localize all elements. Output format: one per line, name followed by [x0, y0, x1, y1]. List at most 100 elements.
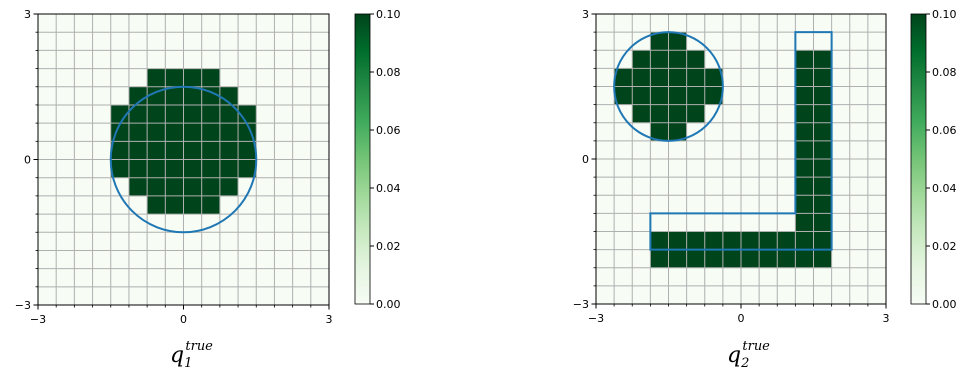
heatmap-cell-15 — [201, 104, 221, 124]
heatmap-cell-53 — [813, 231, 832, 250]
heatmap-cell-8 — [650, 68, 669, 87]
x-tick-label-2: 3 — [326, 313, 333, 326]
y-tick-label-2: 3 — [582, 8, 589, 21]
heatmap-cell-36 — [147, 159, 166, 178]
heatmap-cell-31 — [813, 104, 832, 124]
colorbar-tick-label-5: 0.10 — [376, 8, 401, 21]
heatmap-cell-5 — [147, 86, 166, 106]
heatmap-cell-54 — [650, 249, 669, 269]
heatmap-cell-17 — [238, 104, 257, 124]
heatmap-cell-47 — [219, 177, 239, 197]
heatmap-cell-10 — [110, 104, 130, 124]
heatmap-cell-34 — [795, 140, 814, 160]
heatmap-cell-45 — [668, 231, 687, 250]
heatmap-cell-10 — [686, 68, 706, 87]
heatmap-cell-6 — [614, 68, 633, 87]
heatmap-cell-2 — [632, 50, 651, 69]
heatmap-cell-18 — [110, 123, 130, 142]
heatmap-cell-29 — [165, 141, 184, 160]
heatmap-cell-13 — [632, 86, 651, 105]
heatmap-cell-28 — [147, 141, 166, 160]
heatmap-cell-1 — [165, 68, 184, 88]
heatmap-cell-40 — [795, 195, 814, 214]
heatmap-cell-23 — [668, 122, 687, 142]
heatmap-cell-19 — [128, 123, 148, 142]
heatmap-cell-36 — [795, 159, 814, 178]
heatmap-cell-60 — [759, 249, 778, 269]
y-tick-label-1: 0 — [24, 154, 31, 167]
heatmap-cell-58 — [722, 249, 742, 269]
heatmap-cell-40 — [219, 159, 239, 178]
heatmap-cell-9 — [668, 68, 687, 87]
heatmap-cell-29 — [813, 86, 832, 105]
y-tick-label-0: −3 — [15, 299, 31, 312]
heatmap-cell-22 — [183, 123, 202, 142]
colorbar — [354, 13, 371, 305]
heatmap-cell-45 — [183, 177, 202, 197]
x-tick-label-1: 0 — [180, 313, 187, 326]
y-tick-label-0: −3 — [573, 298, 589, 311]
colorbar-tick-label-0: 0.00 — [932, 298, 957, 311]
heatmap-cell-24 — [795, 50, 814, 69]
x-tick-label-0: −3 — [30, 313, 46, 326]
heatmap-cell-25 — [813, 50, 832, 69]
panel-caption: q1 true — [170, 339, 213, 371]
heatmap-cell-11 — [128, 104, 148, 124]
heatmap-cell-38 — [795, 177, 814, 196]
heatmap-cell-62 — [795, 249, 814, 269]
caption-symbol: q — [170, 343, 184, 368]
heatmap-cell-16 — [686, 86, 706, 105]
heatmap-cell-42 — [128, 177, 148, 197]
heatmap-cell-49 — [741, 231, 760, 250]
heatmap-cell-21 — [686, 104, 706, 124]
heatmap-cell-2 — [183, 68, 202, 88]
chart-panel-2: −3 0 3 −3 0 3 0.00 0.02 0.04 0.06 0.08 0.10 q2 true — [573, 8, 957, 371]
heatmap-cell-41 — [813, 195, 832, 214]
heatmap-cell-27 — [813, 68, 832, 87]
heatmap-cell-9 — [219, 86, 239, 106]
heatmap-cell-63 — [813, 249, 832, 269]
x-tick-label-1: 0 — [738, 312, 745, 325]
heatmap-cell-57 — [704, 249, 724, 269]
heatmap-cell-24 — [219, 123, 239, 142]
heatmap-cell-48 — [722, 231, 742, 250]
y-tick-label-1: 0 — [582, 153, 589, 166]
caption-subscript: 2 — [740, 356, 749, 371]
heatmap-cell-14 — [650, 86, 669, 105]
heatmap-cell-4 — [128, 86, 148, 106]
heatmap-cell-33 — [238, 141, 257, 160]
heatmap-cell-18 — [632, 104, 651, 124]
heatmap-cell-5 — [686, 50, 706, 69]
heatmap-cell-16 — [219, 104, 239, 124]
heatmap-cell-26 — [795, 68, 814, 87]
heatmap-cell-46 — [686, 231, 706, 250]
colorbar-tick-label-3: 0.06 — [376, 124, 401, 137]
heatmap-cell-30 — [183, 141, 202, 160]
heatmap-cell-46 — [201, 177, 221, 197]
heatmap-cell-34 — [110, 159, 130, 178]
colorbar-tick-label-2: 0.04 — [376, 182, 401, 195]
heatmap-cell-11 — [704, 68, 724, 87]
heatmap-cell-20 — [668, 104, 687, 124]
heatmap-cell-6 — [165, 86, 184, 106]
heatmap-cell-32 — [795, 122, 814, 142]
heatmap-cell-42 — [795, 213, 814, 232]
heatmap-cell-41 — [238, 159, 257, 178]
heatmap-cell-23 — [201, 123, 221, 142]
heatmap-cell-52 — [795, 231, 814, 250]
heatmap-cell-12 — [614, 86, 633, 105]
heatmap-cell-12 — [147, 104, 166, 124]
heatmap-cell-19 — [650, 104, 669, 124]
heatmap-cell-47 — [704, 231, 724, 250]
heatmap-cell-37 — [813, 159, 832, 178]
heatmap-cell-13 — [165, 104, 184, 124]
heatmap-cell-44 — [650, 231, 669, 250]
heatmap-cell-35 — [813, 140, 832, 160]
colorbar-tick-label-1: 0.02 — [932, 240, 957, 253]
heatmap-cell-32 — [219, 141, 239, 160]
x-tick-label-0: −3 — [588, 312, 604, 325]
heatmap-cell-50 — [759, 231, 778, 250]
heatmap-cell-31 — [201, 141, 221, 160]
heatmap-cell-22 — [650, 122, 669, 142]
heatmap-cell-0 — [147, 68, 166, 88]
